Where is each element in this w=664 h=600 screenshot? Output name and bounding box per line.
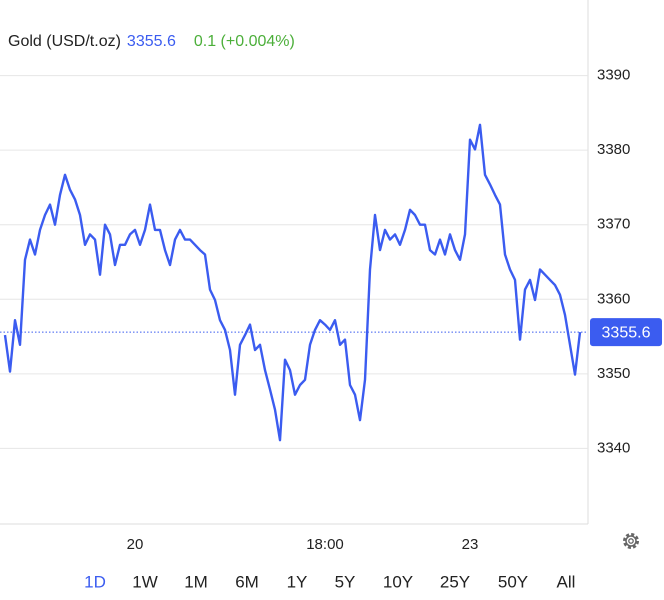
price-line <box>3 123 582 442</box>
y-tick-label: 3380 <box>597 141 630 158</box>
y-tick-label: 3350 <box>597 365 630 382</box>
range-button[interactable]: 6M <box>235 572 259 591</box>
instrument-name: Gold (USD/t.oz) <box>8 33 121 50</box>
range-button[interactable]: 1M <box>184 572 208 591</box>
range-button[interactable]: 5Y <box>335 572 356 591</box>
price-change: 0.1 (+0.004%) <box>194 33 295 50</box>
range-button[interactable]: 25Y <box>440 572 470 591</box>
y-tick-label: 3340 <box>597 439 630 456</box>
x-tick-label: 23 <box>462 536 479 553</box>
y-tick-label: 3390 <box>597 67 630 84</box>
x-tick-label: 20 <box>127 536 144 553</box>
range-button[interactable]: 1D <box>84 572 106 591</box>
last-price-tag-label: 3355.6 <box>602 324 651 341</box>
range-button[interactable]: 10Y <box>383 572 413 591</box>
last-price: 3355.6 <box>127 33 176 50</box>
x-tick-label: 18:00 <box>306 536 344 553</box>
y-tick-label: 3360 <box>597 290 630 307</box>
y-tick-label: 3370 <box>597 216 630 233</box>
range-button[interactable]: 1W <box>132 572 158 591</box>
range-button[interactable]: All <box>557 572 576 591</box>
range-button[interactable]: 50Y <box>498 572 528 591</box>
settings-icon[interactable] <box>623 533 639 549</box>
range-button[interactable]: 1Y <box>287 572 308 591</box>
last-price-tag <box>590 318 662 347</box>
